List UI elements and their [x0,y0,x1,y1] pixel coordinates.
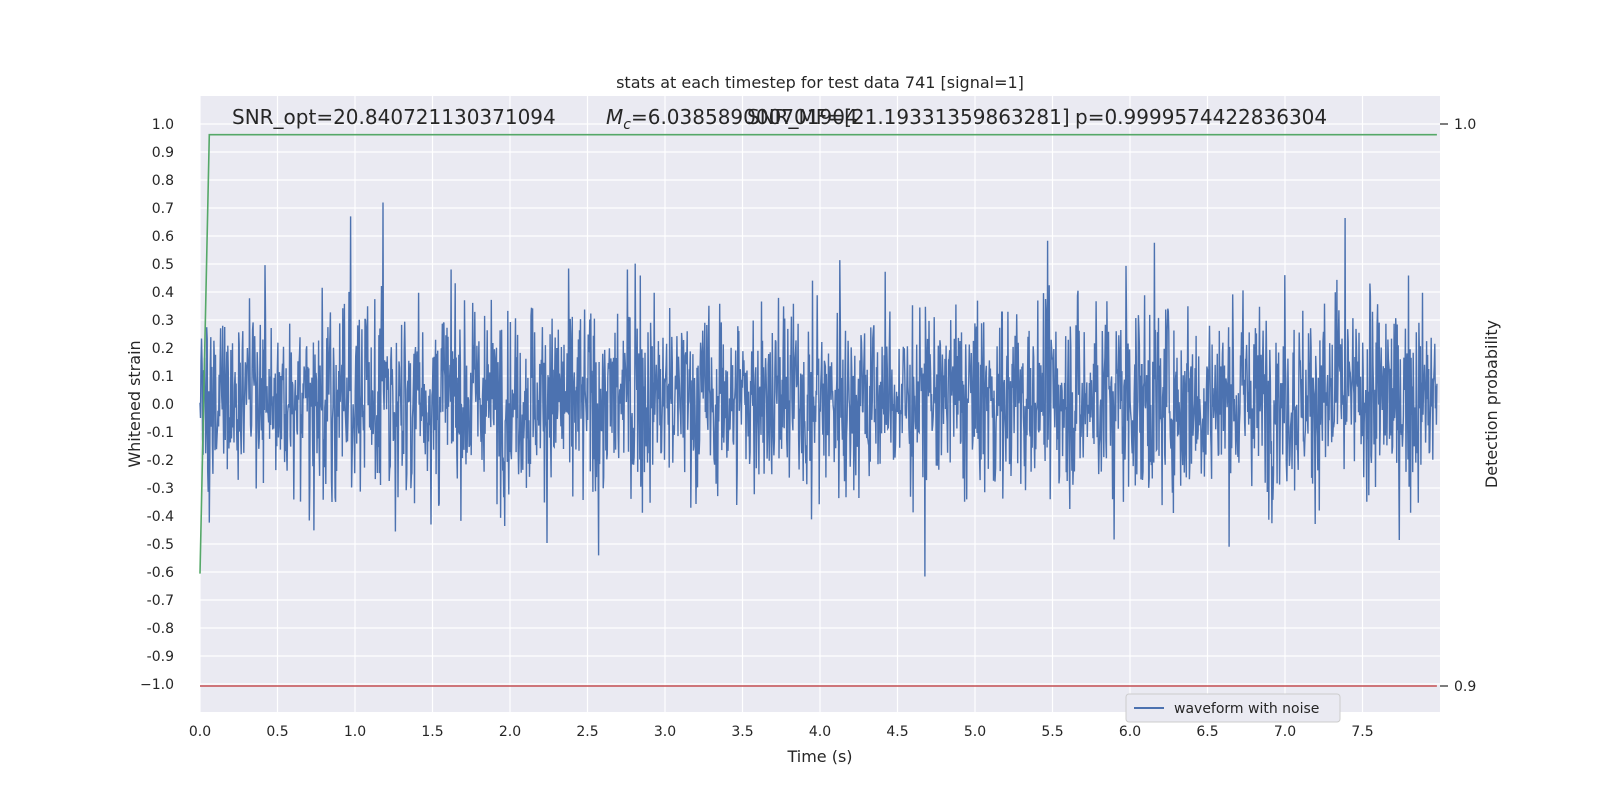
y2-tick-label: 1.0 [1454,117,1476,133]
x-tick-label: 2.0 [499,724,521,740]
y-tick-label: 1.0 [152,117,174,133]
x-tick-label: 5.5 [1041,724,1063,740]
y-tick-label: 0.4 [152,285,174,301]
series-probability-line [199,133,1437,574]
annotation-snr-opt: SNR_opt=20.840721130371094 [232,105,556,129]
y-tick-label: 0.9 [152,145,174,161]
y-tick-label: 0.8 [152,173,174,189]
y-tick-label: -0.1 [147,425,174,441]
y-tick-label: -0.4 [147,509,174,525]
x-tick-label: 0.0 [189,724,211,740]
y-tick-label: -0.8 [147,621,174,637]
legend-box [1125,693,1341,723]
x-tick-label: 3.0 [654,724,676,740]
x-tick-label: 5.0 [964,724,986,740]
y-tick-label: 0.3 [152,313,174,329]
y-tick-label: 0.1 [152,369,174,385]
x-tick-label: 0.5 [266,724,288,740]
y-tick-label: -0.6 [147,565,174,581]
annotation-chirp-mass: Mc=6.038589000701904 [606,105,858,133]
x-tick-label: 2.5 [576,724,598,740]
x-tick-label: 6.5 [1196,724,1218,740]
y-tick-label: -0.9 [147,649,174,665]
y-tick-label: 0.2 [152,341,174,357]
x-tick-label: 3.5 [731,724,753,740]
y-tick-label: 0.7 [152,201,174,217]
annotation-p-value: p=0.9999574422836304 [1075,105,1327,129]
y-tick-label: -0.7 [147,593,174,609]
x-axis-label: Time (s) [786,747,852,766]
x-tick-label: 1.5 [421,724,443,740]
x-tick-label: 7.5 [1351,724,1373,740]
y2-axis-label: Detection probability [1482,320,1501,488]
chirp-mass-value: =6.038589000701904 [631,105,858,129]
y2-axis-ticks: 1.0 0.9 [1440,117,1476,695]
legend: waveform with noise [1125,693,1341,723]
y-tick-label: -0.3 [147,481,174,497]
chirp-mass-symbol: M [606,105,623,129]
chirp-mass-subscript: c [623,117,631,133]
y-tick-label: 0.6 [152,229,174,245]
x-tick-label: 7.0 [1274,724,1296,740]
y-axis-ticks: 1.0 0.9 0.8 0.7 0.6 0.5 0.4 0.3 0.2 0.1 0.0 -0.1 -0.… [140,117,174,693]
y2-tick-label: 0.9 [1454,679,1476,695]
x-tick-label: 4.0 [809,724,831,740]
x-tick-label: 1.0 [344,724,366,740]
x-axis-ticks: 0.0 0.5 1.0 1.5 2.0 2.5 3.0 3.5 4.0 4.5 5.0 5.5 6.0 6… [189,724,1374,740]
annotation-snr-mf: SNR_MF=[21.19331359863281] [747,105,1070,129]
y-axis-label: Whitened strain [125,340,144,467]
chart-title: stats at each timestep for test data 741… [616,73,1024,92]
y-tick-label: -0.2 [147,453,174,469]
x-tick-label: 6.0 [1119,724,1141,740]
legend-label: waveform with noise [1174,701,1319,717]
y-tick-label: −1.0 [140,677,174,693]
y-tick-label: 0.5 [152,257,174,273]
y-tick-label: -0.5 [147,537,174,553]
series-waveform-line [199,202,1438,577]
x-tick-label: 4.5 [886,724,908,740]
y-tick-label: 0.0 [152,397,174,413]
series-layer [199,133,1438,687]
